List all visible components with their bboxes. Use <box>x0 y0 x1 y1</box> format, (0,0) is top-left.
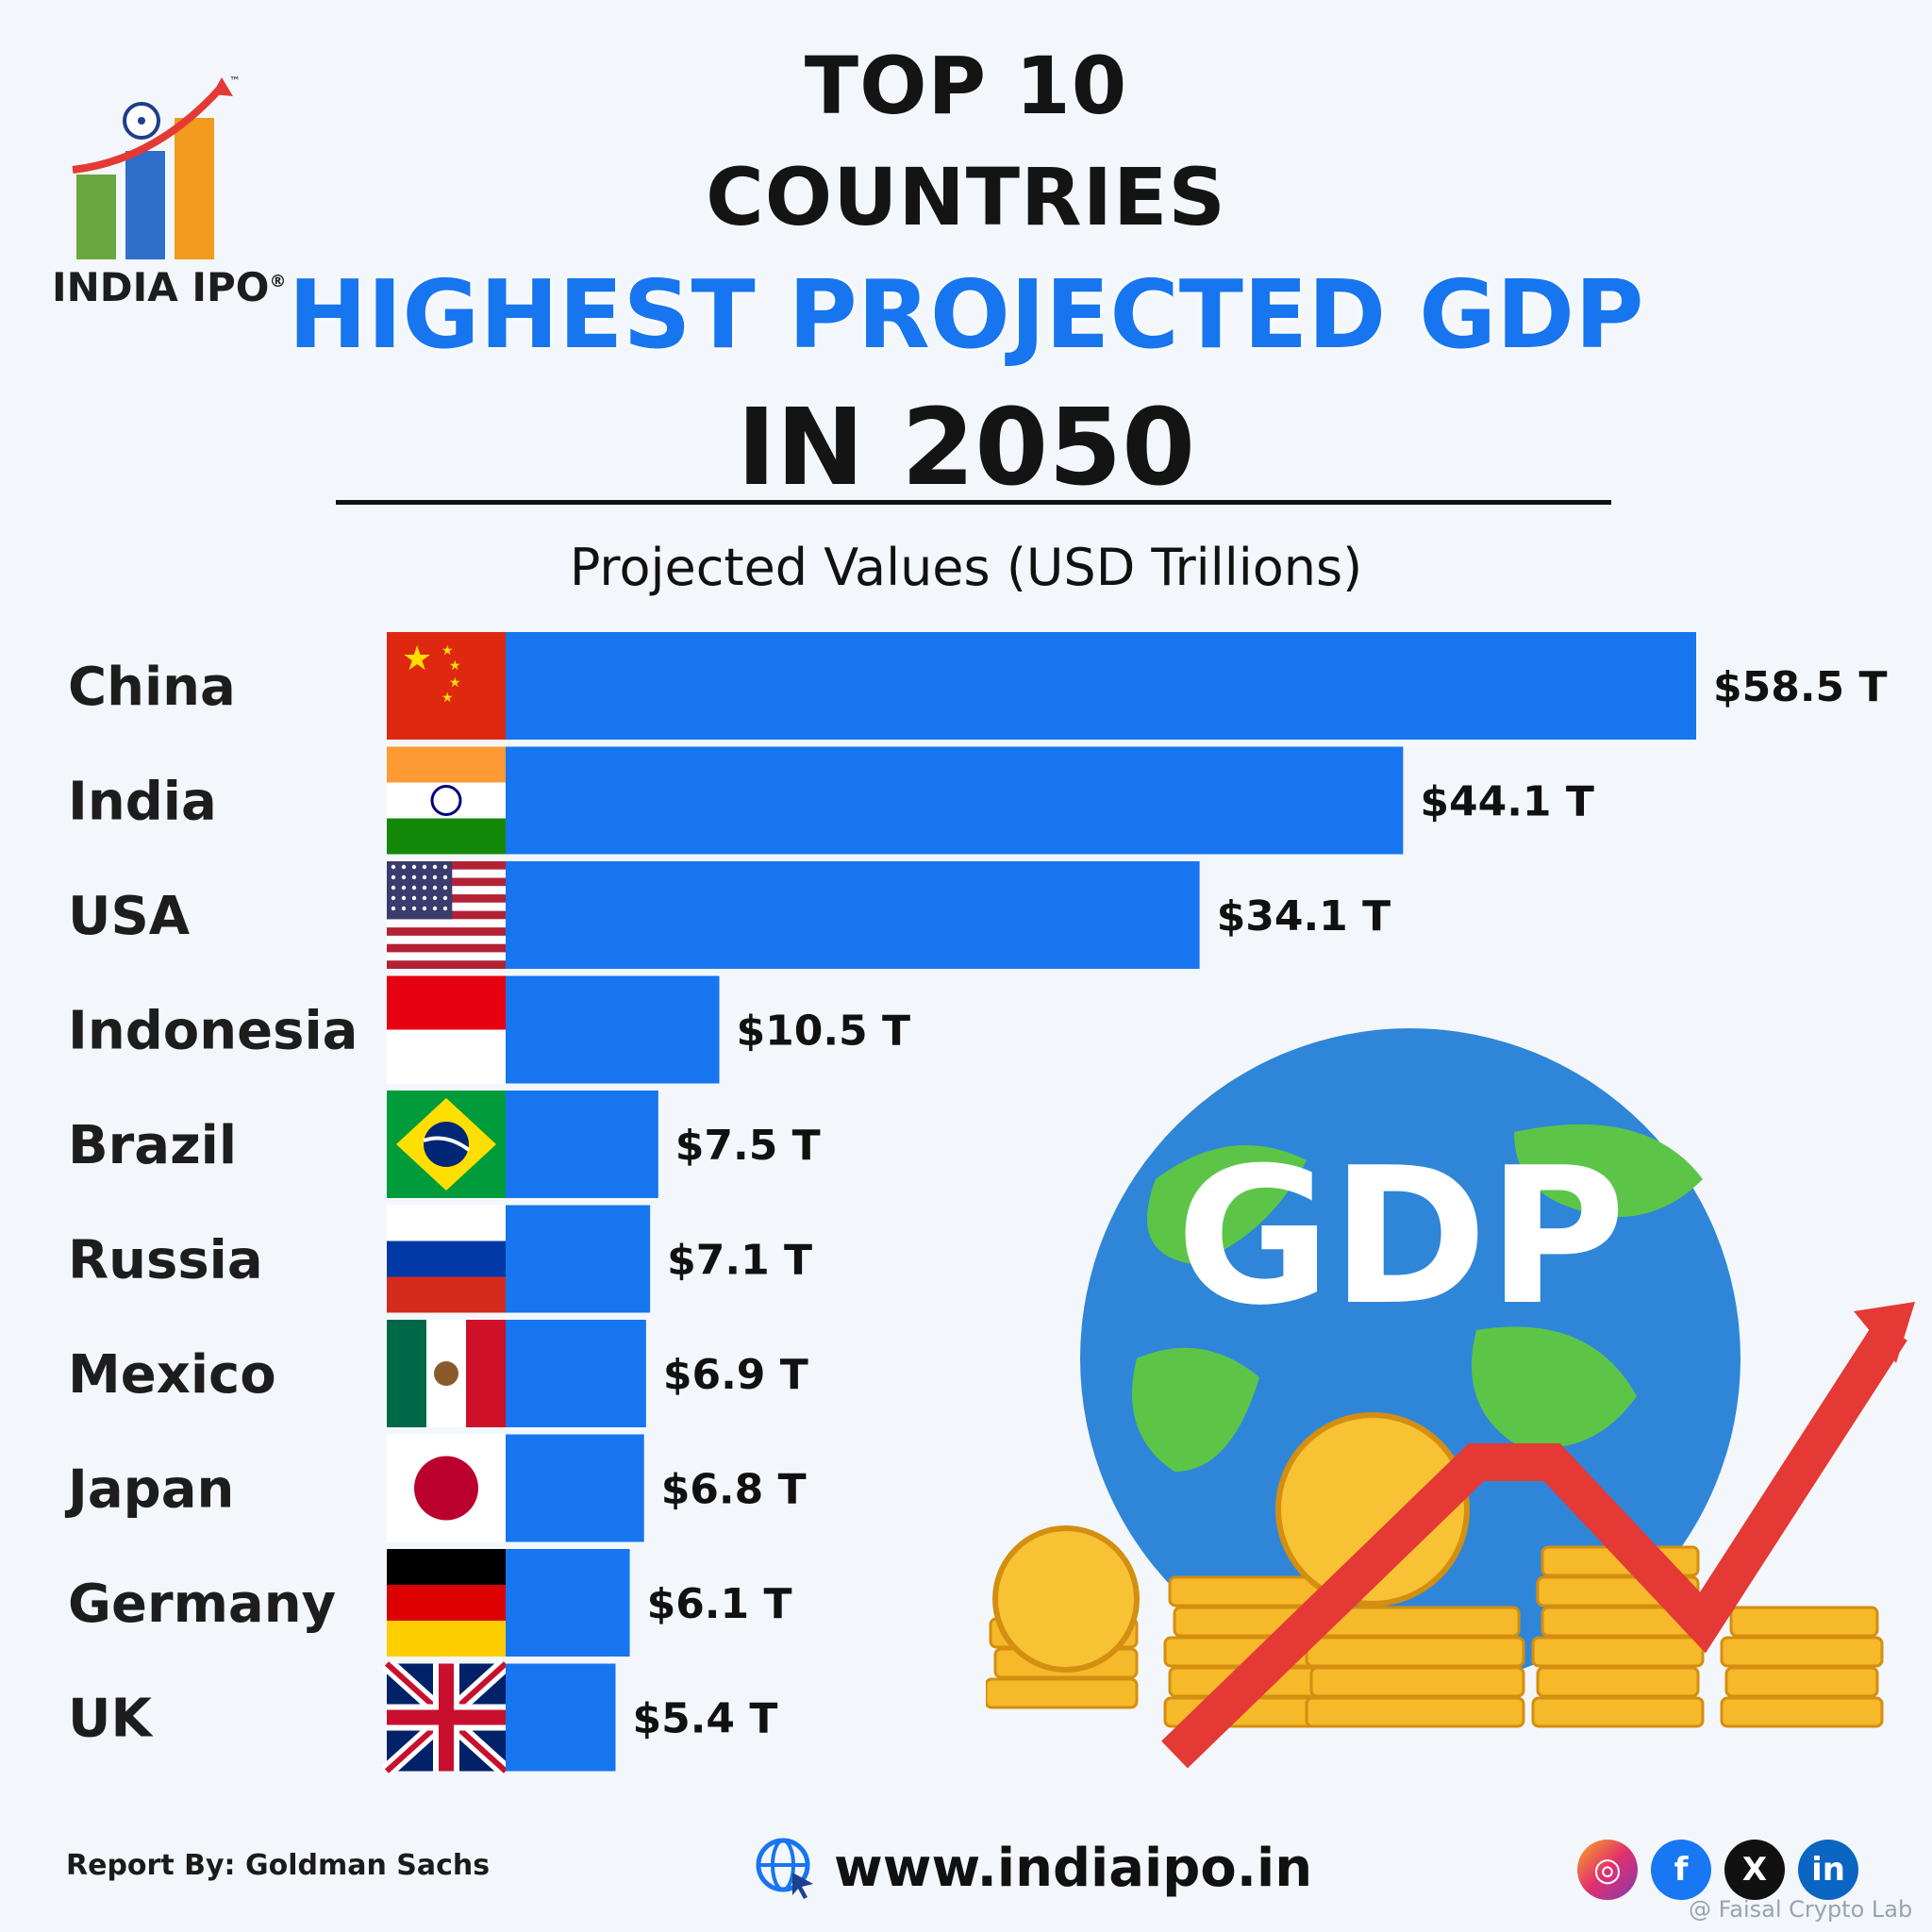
instagram-icon[interactable]: ◎ <box>1577 1840 1638 1900</box>
title-line-1: TOP 10 <box>804 40 1128 132</box>
value-label-china: $58.5 T <box>1713 663 1888 711</box>
globe-cursor-icon <box>756 1838 813 1899</box>
flag-india-icon <box>387 746 506 855</box>
bar-usa <box>506 861 1200 969</box>
title-line-2: COUNTRIES <box>706 151 1226 243</box>
category-label-germany: Germany <box>68 1574 336 1635</box>
flag-china-icon: ★ ★★★★ <box>387 632 506 740</box>
category-label-indonesia: Indonesia <box>68 1001 358 1062</box>
social-links: ◎ f X in <box>1577 1840 1858 1900</box>
svg-text:★: ★ <box>441 643 454 658</box>
category-label-china: China <box>68 657 236 718</box>
chart-subtitle: Projected Values (USD Trillions) <box>569 538 1363 597</box>
bar-russia <box>506 1205 651 1313</box>
flag-uk-icon <box>381 1657 511 1777</box>
value-label-russia: $7.1 T <box>667 1237 812 1285</box>
value-label-indonesia: $10.5 T <box>737 1008 911 1056</box>
linkedin-icon[interactable]: in <box>1798 1840 1858 1900</box>
category-label-india: India <box>68 772 217 833</box>
bar-uk <box>506 1663 616 1772</box>
logo-text: INDIA IPO® <box>52 264 287 310</box>
value-label-uk: $5.4 T <box>632 1695 777 1743</box>
logo-tm: ™ <box>229 75 241 88</box>
value-label-mexico: $6.9 T <box>663 1351 808 1399</box>
category-label-uk: UK <box>68 1689 154 1750</box>
globe-gdp-illustration: GDP <box>986 1028 1915 1769</box>
bar-china <box>506 632 1696 740</box>
value-label-india: $44.1 T <box>1420 778 1594 826</box>
flag-germany-icon <box>387 1549 506 1657</box>
title-line-3: HIGHEST PROJECTED GDP <box>288 259 1644 370</box>
bar-mexico <box>506 1320 646 1427</box>
category-label-russia: Russia <box>68 1230 263 1291</box>
value-label-germany: $6.1 T <box>647 1580 792 1628</box>
globe-gdp-text: GDP <box>1176 1127 1626 1347</box>
bar-germany <box>506 1549 630 1657</box>
value-label-usa: $34.1 T <box>1217 892 1391 941</box>
category-label-japan: Japan <box>64 1459 234 1521</box>
svg-text:★: ★ <box>441 691 454 706</box>
svg-text:★: ★ <box>449 658 461 674</box>
category-label-brazil: Brazil <box>68 1115 237 1176</box>
report-source: Report By: Goldman Sachs <box>66 1849 491 1882</box>
value-label-japan: $6.8 T <box>661 1466 807 1514</box>
svg-text:★: ★ <box>449 675 461 691</box>
svg-text:★: ★ <box>402 640 432 678</box>
value-label-brazil: $7.5 T <box>675 1122 821 1170</box>
website-link[interactable]: www.indiaipo.in <box>755 1835 1312 1901</box>
flag-mexico-icon <box>387 1320 506 1427</box>
bar-japan <box>506 1434 644 1542</box>
trend-arrow-icon <box>1854 1302 1915 1363</box>
category-label-mexico: Mexico <box>68 1344 276 1406</box>
x-icon[interactable]: X <box>1724 1840 1785 1900</box>
bar-indonesia <box>506 975 720 1084</box>
flag-brazil-icon <box>387 1091 506 1198</box>
bar-india <box>506 746 1404 855</box>
title-divider <box>336 500 1611 505</box>
flag-russia-icon <box>387 1205 506 1313</box>
flag-japan-icon <box>387 1434 506 1542</box>
website-text: www.indiaipo.in <box>834 1837 1313 1899</box>
facebook-icon[interactable]: f <box>1651 1840 1711 1900</box>
bar-brazil <box>506 1091 658 1198</box>
flag-indonesia-icon <box>387 975 506 1084</box>
title-line-4: IN 2050 <box>736 387 1196 509</box>
flag-usa-icon <box>387 861 506 969</box>
category-label-usa: USA <box>68 886 191 947</box>
india-ipo-logo: ™ <box>72 75 241 259</box>
watermark-credit: @ Faisal Crypto Lab <box>1689 1896 1913 1923</box>
